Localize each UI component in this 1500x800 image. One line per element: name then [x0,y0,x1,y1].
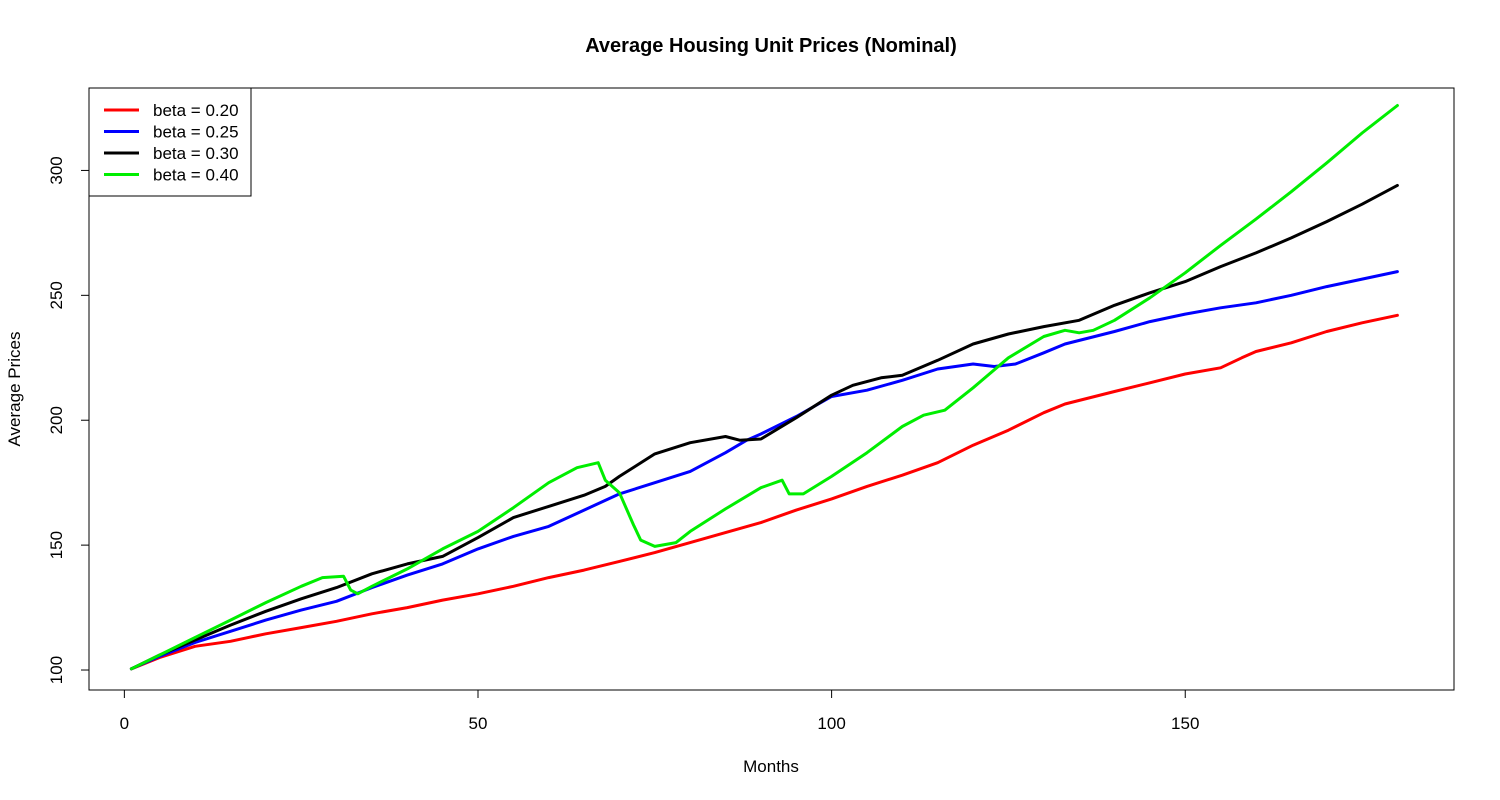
legend-box [88,87,252,197]
legend-label-3: beta = 0.30 [153,144,239,163]
legend: beta = 0.20 beta = 0.25 beta = 0.30 beta = … [88,87,252,197]
y-tick-label: 150 [47,531,66,559]
x-tick-label: 50 [469,714,488,733]
series-layer [129,104,1399,671]
y-tick-label: 250 [47,281,66,309]
series-line-4 [129,104,1399,671]
x-tick-label: 0 [120,714,129,733]
x-tick-label: 150 [1171,714,1199,733]
y-tick-label: 300 [47,156,66,184]
y-axis: 100 150 200 250 300 [47,156,90,684]
series-line-3 [129,183,1399,671]
legend-label-2: beta = 0.25 [153,123,239,142]
legend-label-1: beta = 0.20 [153,101,239,120]
x-axis: 0 50 100 150 [120,689,1199,733]
chart-title: Average Housing Unit Prices (Nominal) [585,35,957,57]
y-axis-label: Average Prices [5,332,24,447]
series-line-1 [129,313,1399,671]
y-tick-label: 100 [47,656,66,684]
x-tick-label: 100 [817,714,845,733]
y-tick-label: 200 [47,406,66,434]
series-line-2 [129,270,1399,671]
legend-label-4: beta = 0.40 [153,166,239,185]
plot-area-border [88,87,1455,691]
x-axis-label: Months [743,757,799,776]
